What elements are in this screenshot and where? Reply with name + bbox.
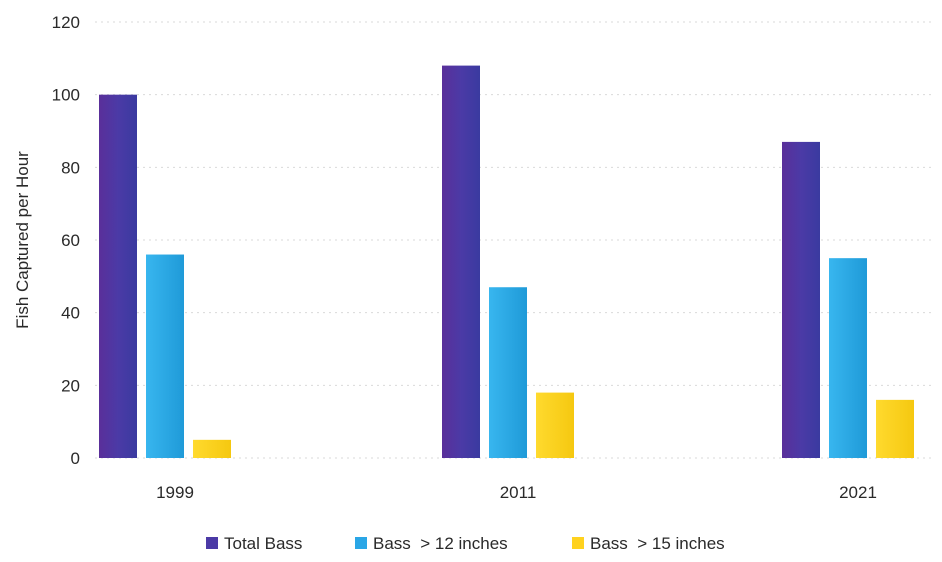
y-tick-label: 80 xyxy=(61,158,80,177)
y-tick-label: 120 xyxy=(52,13,80,32)
bar-1999-series-2 xyxy=(193,439,231,458)
bar-2011-series-0 xyxy=(442,65,480,458)
y-axis: 0 20 40 60 80 100 120 xyxy=(52,13,80,468)
legend-swatch-1 xyxy=(355,537,367,549)
y-tick-label: 20 xyxy=(61,376,80,395)
y-tick-label: 40 xyxy=(61,304,80,323)
legend-swatch-2 xyxy=(572,537,584,549)
bar-2021-series-0 xyxy=(782,141,820,458)
legend: Total Bass Bass > 12 inches Bass > 15 inch… xyxy=(206,534,725,553)
bar-2011-series-1 xyxy=(489,287,527,458)
x-tick-label: 2021 xyxy=(839,483,877,502)
legend-label-2: Bass > 15 inches xyxy=(590,534,725,553)
y-tick-label: 100 xyxy=(52,86,80,105)
y-tick-label: 0 xyxy=(71,449,80,468)
y-tick-label: 60 xyxy=(61,231,80,250)
bar-2021-series-2 xyxy=(876,399,914,458)
bar-1999-series-1 xyxy=(146,254,184,458)
bars xyxy=(99,65,914,459)
bar-2011-series-2 xyxy=(536,392,574,458)
legend-label-0: Total Bass xyxy=(224,534,302,553)
x-axis: 1999 2011 2021 xyxy=(156,483,877,502)
bar-2021-series-1 xyxy=(829,258,867,458)
legend-swatch-0 xyxy=(206,537,218,549)
x-tick-label: 1999 xyxy=(156,483,194,502)
y-axis-label: Fish Captured per Hour xyxy=(13,151,32,329)
legend-label-1: Bass > 12 inches xyxy=(373,534,508,553)
x-tick-label: 2011 xyxy=(500,483,537,502)
bar-1999-series-0 xyxy=(99,94,137,459)
